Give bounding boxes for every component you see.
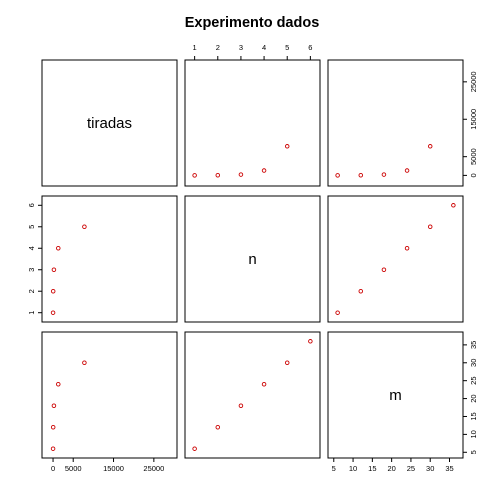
panel-frame-n-n [184, 195, 321, 323]
top-axis-label-n-4: 4 [262, 43, 266, 52]
point-n-vs-m-5 [451, 203, 456, 208]
point-m-vs-tiradas-2 [51, 403, 57, 408]
point-tiradas-vs-m-3 [404, 168, 410, 173]
point-m-vs-tiradas-0 [50, 446, 56, 451]
point-n-vs-m-1 [358, 288, 364, 294]
left-axis-label-n-5: 5 [27, 225, 36, 229]
top-axis-label-n-2: 2 [216, 43, 220, 52]
panel-frame-m-m [327, 331, 464, 459]
point-m-vs-n-5 [308, 339, 313, 344]
point-n-vs-tiradas-0 [50, 310, 56, 315]
bottom-axis-label-m-20: 20 [387, 464, 395, 473]
point-tiradas-vs-n-4 [284, 144, 290, 149]
top-axis-label-n-6: 6 [308, 43, 312, 52]
point-tiradas-vs-n-3 [261, 168, 267, 173]
point-m-vs-n-1 [215, 424, 221, 430]
panel-frame-tiradas-n [184, 59, 321, 187]
point-n-vs-tiradas-3 [56, 246, 61, 251]
point-m-vs-tiradas-1 [50, 424, 56, 430]
point-m-vs-tiradas-3 [56, 382, 61, 387]
point-n-vs-tiradas-4 [82, 224, 87, 230]
point-tiradas-vs-n-2 [238, 172, 244, 177]
bottom-axis-label-m-25: 25 [407, 464, 415, 473]
panel-frame-n-m [327, 195, 464, 323]
right-axis-label-m-30: 30 [469, 359, 478, 367]
left-axis-label-n-2: 2 [27, 289, 36, 293]
left-axis-label-n-4: 4 [27, 246, 36, 250]
right-axis-label-tiradas-25000: 25000 [469, 71, 478, 92]
panel-frame-m-n [184, 331, 321, 459]
bottom-axis-label-m-35: 35 [445, 464, 453, 473]
point-n-vs-m-0 [335, 310, 340, 315]
point-tiradas-vs-m-4 [427, 144, 433, 149]
right-axis-label-m-10: 10 [469, 430, 478, 438]
bottom-axis-label-m-10: 10 [349, 464, 357, 473]
point-n-vs-m-3 [404, 246, 410, 251]
left-axis-label-n-6: 6 [27, 203, 36, 207]
right-axis-label-m-35: 35 [469, 341, 478, 349]
point-n-vs-tiradas-2 [51, 267, 57, 272]
right-axis-label-tiradas-15000: 15000 [469, 109, 478, 130]
bottom-axis-label-m-30: 30 [426, 464, 434, 473]
point-n-vs-m-2 [381, 267, 387, 272]
panel-frame-tiradas-tiradas [41, 59, 178, 187]
point-m-vs-n-0 [192, 446, 197, 451]
point-tiradas-vs-m-2 [381, 172, 387, 177]
variable-label-n: n [248, 251, 256, 268]
bottom-axis-label-m-5: 5 [332, 464, 336, 473]
bottom-axis-label-tiradas-25000: 25000 [143, 464, 164, 473]
point-m-vs-tiradas-4 [82, 360, 87, 366]
bottom-axis-label-tiradas-0: 0 [51, 464, 55, 473]
variable-label-tiradas: tiradas [87, 115, 132, 132]
top-axis-label-n-3: 3 [239, 43, 243, 52]
right-axis-label-m-5: 5 [469, 450, 478, 454]
left-axis-label-n-1: 1 [27, 311, 36, 315]
top-axis-label-n-1: 1 [193, 43, 197, 52]
right-axis-label-m-20: 20 [469, 394, 478, 402]
variable-label-m: m [389, 387, 402, 404]
panel-frame-tiradas-m [327, 59, 464, 187]
bottom-axis-label-tiradas-5000: 5000 [65, 464, 82, 473]
point-n-vs-m-4 [427, 224, 433, 230]
bottom-axis-label-tiradas-15000: 15000 [103, 464, 124, 473]
bottom-axis-label-m-15: 15 [368, 464, 376, 473]
right-axis-label-m-15: 15 [469, 412, 478, 420]
right-axis-label-tiradas-0: 0 [469, 173, 478, 177]
point-tiradas-vs-n-1 [215, 173, 221, 178]
top-axis-label-n-5: 5 [285, 43, 289, 52]
point-tiradas-vs-n-0 [192, 173, 197, 178]
point-tiradas-vs-m-1 [358, 173, 364, 178]
panel-frame-m-tiradas [41, 331, 178, 459]
right-axis-label-tiradas-5000: 5000 [469, 148, 478, 165]
right-axis-label-m-25: 25 [469, 377, 478, 385]
panel-frame-n-tiradas [41, 195, 178, 323]
point-m-vs-n-3 [261, 382, 267, 387]
point-m-vs-n-2 [238, 403, 244, 408]
left-axis-label-n-3: 3 [27, 268, 36, 272]
point-tiradas-vs-m-0 [335, 173, 340, 178]
point-m-vs-n-4 [284, 360, 290, 366]
point-n-vs-tiradas-1 [50, 288, 56, 294]
chart-title: Experimento dados [185, 15, 320, 31]
